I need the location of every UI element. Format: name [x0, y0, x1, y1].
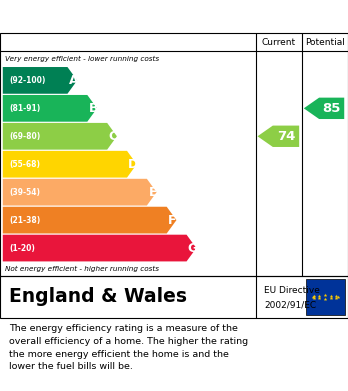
Text: EU Directive: EU Directive [264, 286, 321, 295]
Text: Energy Efficiency Rating: Energy Efficiency Rating [9, 9, 230, 24]
Text: England & Wales: England & Wales [9, 287, 187, 307]
Text: (1-20): (1-20) [9, 244, 35, 253]
Polygon shape [304, 98, 344, 119]
Polygon shape [3, 123, 117, 150]
Polygon shape [258, 126, 299, 147]
Text: 85: 85 [323, 102, 341, 115]
Text: Very energy efficient - lower running costs: Very energy efficient - lower running co… [5, 56, 159, 62]
Text: B: B [88, 102, 98, 115]
Text: C: C [109, 130, 118, 143]
Polygon shape [3, 95, 97, 122]
Text: 2002/91/EC: 2002/91/EC [264, 300, 317, 309]
Polygon shape [3, 151, 137, 178]
Polygon shape [3, 235, 196, 262]
Text: Current: Current [262, 38, 296, 47]
Text: 74: 74 [277, 130, 295, 143]
Text: E: E [149, 186, 157, 199]
Text: D: D [128, 158, 138, 171]
Polygon shape [3, 179, 157, 206]
Text: (81-91): (81-91) [9, 104, 40, 113]
Text: F: F [168, 213, 177, 227]
Text: (69-80): (69-80) [9, 132, 40, 141]
Text: G: G [187, 242, 198, 255]
Polygon shape [3, 67, 77, 94]
Text: A: A [69, 74, 78, 87]
Text: Potential: Potential [305, 38, 345, 47]
Text: (21-38): (21-38) [9, 215, 40, 224]
Text: Not energy efficient - higher running costs: Not energy efficient - higher running co… [5, 266, 159, 273]
Text: The energy efficiency rating is a measure of the
overall efficiency of a home. T: The energy efficiency rating is a measur… [9, 324, 248, 371]
Polygon shape [3, 207, 176, 233]
Text: (55-68): (55-68) [9, 160, 40, 169]
Bar [306, 279, 345, 315]
Text: (92-100): (92-100) [9, 76, 46, 85]
Text: (39-54): (39-54) [9, 188, 40, 197]
